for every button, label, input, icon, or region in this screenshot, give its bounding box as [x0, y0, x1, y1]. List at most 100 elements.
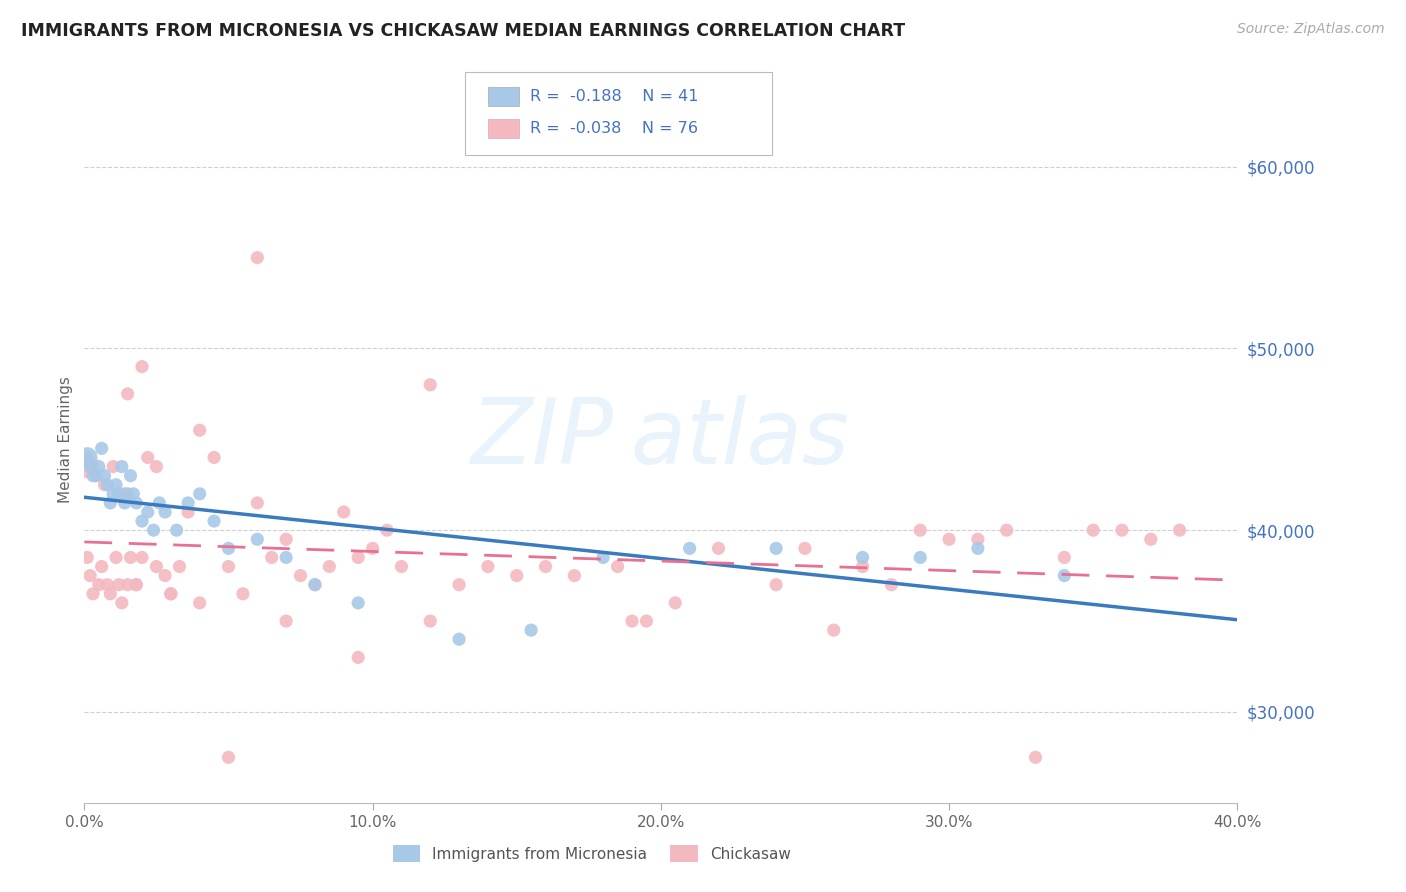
- Point: [177, 505, 200, 519]
- Point: [111, 459, 134, 474]
- Point: [76, 450, 98, 465]
- Point: [153, 568, 176, 582]
- Point: [967, 541, 990, 556]
- Point: [232, 587, 254, 601]
- Point: [79, 459, 101, 474]
- Point: [636, 614, 658, 628]
- Point: [87, 578, 110, 592]
- Point: [131, 550, 153, 565]
- Point: [131, 514, 153, 528]
- Point: [276, 533, 298, 547]
- Point: [1083, 523, 1105, 537]
- Point: [202, 514, 225, 528]
- Y-axis label: Median Earnings: Median Earnings: [58, 376, 73, 503]
- Point: [449, 632, 471, 647]
- Point: [276, 550, 298, 565]
- Point: [218, 541, 240, 556]
- Point: [169, 559, 191, 574]
- Text: IMMIGRANTS FROM MICRONESIA VS CHICKASAW MEDIAN EARNINGS CORRELATION CHART: IMMIGRANTS FROM MICRONESIA VS CHICKASAW …: [21, 22, 905, 40]
- Point: [967, 533, 990, 547]
- Point: [125, 578, 148, 592]
- Point: [117, 487, 139, 501]
- Text: R =  -0.188    N = 41: R = -0.188 N = 41: [530, 89, 699, 103]
- Point: [347, 650, 370, 665]
- Point: [534, 559, 557, 574]
- Point: [449, 578, 471, 592]
- Point: [506, 568, 529, 582]
- Point: [120, 468, 142, 483]
- Legend: Immigrants from Micronesia, Chickasaw: Immigrants from Micronesia, Chickasaw: [387, 839, 797, 868]
- Point: [304, 578, 326, 592]
- Point: [564, 568, 586, 582]
- Text: ZIP atlas: ZIP atlas: [471, 395, 851, 483]
- Point: [477, 559, 499, 574]
- Point: [76, 550, 98, 565]
- Point: [246, 251, 269, 265]
- Point: [105, 477, 128, 491]
- Point: [90, 559, 112, 574]
- Point: [90, 442, 112, 456]
- Point: [114, 496, 136, 510]
- Point: [145, 559, 167, 574]
- Point: [419, 377, 441, 392]
- Point: [93, 477, 115, 491]
- Point: [218, 750, 240, 764]
- Point: [96, 477, 118, 491]
- Point: [136, 505, 159, 519]
- Point: [202, 450, 225, 465]
- Point: [84, 468, 107, 483]
- Point: [375, 523, 398, 537]
- Point: [276, 614, 298, 628]
- Point: [125, 496, 148, 510]
- Point: [145, 459, 167, 474]
- Point: [103, 487, 124, 501]
- Point: [98, 587, 121, 601]
- Point: [188, 596, 211, 610]
- Point: [93, 468, 115, 483]
- Point: [76, 450, 98, 465]
- Point: [105, 550, 128, 565]
- Point: [1168, 523, 1191, 537]
- Point: [82, 468, 104, 483]
- Point: [84, 468, 107, 483]
- Point: [79, 568, 101, 582]
- Point: [108, 487, 131, 501]
- Point: [910, 550, 932, 565]
- Point: [333, 505, 356, 519]
- Point: [1140, 533, 1163, 547]
- Point: [823, 623, 845, 637]
- Point: [347, 596, 370, 610]
- Point: [246, 533, 269, 547]
- Point: [177, 496, 200, 510]
- Point: [304, 578, 326, 592]
- Point: [707, 541, 730, 556]
- Point: [1053, 568, 1076, 582]
- Point: [765, 578, 787, 592]
- Point: [995, 523, 1018, 537]
- Point: [120, 550, 142, 565]
- Point: [938, 533, 960, 547]
- Point: [765, 541, 787, 556]
- Point: [852, 559, 875, 574]
- Point: [592, 550, 614, 565]
- Point: [117, 387, 139, 401]
- Point: [520, 623, 543, 637]
- Point: [87, 459, 110, 474]
- Point: [391, 559, 413, 574]
- Point: [606, 559, 628, 574]
- Point: [246, 496, 269, 510]
- Point: [166, 523, 188, 537]
- Point: [160, 587, 183, 601]
- Point: [361, 541, 384, 556]
- Point: [910, 523, 932, 537]
- Point: [136, 450, 159, 465]
- Point: [98, 496, 121, 510]
- Point: [125, 578, 148, 592]
- Point: [122, 487, 145, 501]
- Point: [76, 459, 98, 474]
- Point: [347, 550, 370, 565]
- Point: [108, 578, 131, 592]
- Point: [148, 496, 170, 510]
- Point: [218, 559, 240, 574]
- Point: [318, 559, 340, 574]
